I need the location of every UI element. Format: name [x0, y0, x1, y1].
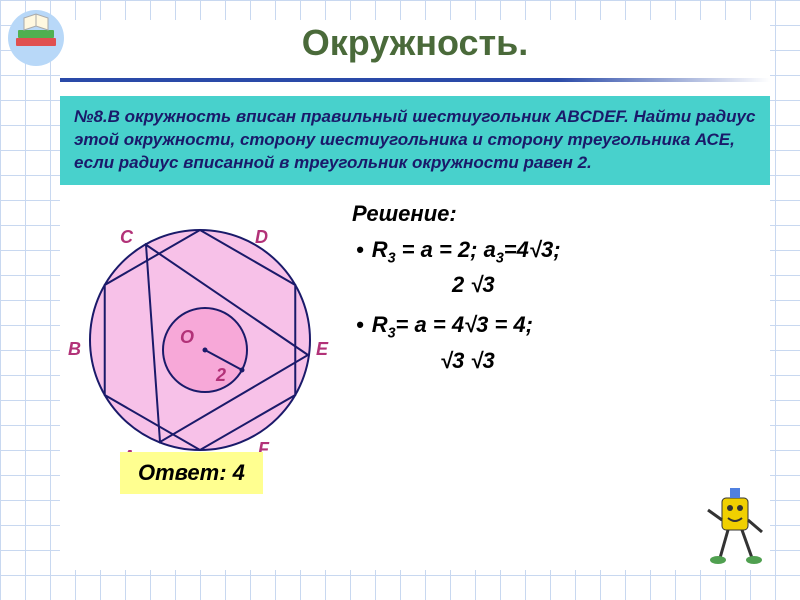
answer-box: Ответ: 4	[120, 452, 263, 494]
center-dot	[203, 347, 208, 352]
label-b: B	[68, 339, 81, 359]
solution-line-3: •R3= а = 4√3 = 4;	[352, 312, 770, 341]
diagram-column: C D B E A F О 2 Ответ: 4	[60, 195, 340, 500]
sub: 3	[388, 250, 396, 266]
sub: 3	[496, 250, 504, 266]
books-icon	[6, 8, 66, 68]
txt: R	[372, 237, 388, 262]
slide-content: Окружность. №8.В окружность вписан прави…	[60, 20, 770, 570]
label-r: 2	[215, 365, 226, 385]
txt: R	[372, 312, 388, 337]
label-e: E	[316, 339, 329, 359]
mascot-icon	[700, 480, 770, 570]
page-title: Окружность.	[60, 22, 770, 64]
label-c: C	[120, 227, 134, 247]
solution-line-4: √3 √3	[352, 348, 770, 374]
solution-heading: Решение:	[352, 201, 770, 227]
radius-end-dot	[240, 367, 245, 372]
solution-line-2: 2 √3	[352, 272, 770, 298]
sub: 3	[388, 326, 396, 342]
txt: = а = 2; а	[396, 237, 496, 262]
label-d: D	[255, 227, 268, 247]
solution-column: Решение: •R3 = а = 2; а3=4√3; 2 √3 •R3= …	[352, 195, 770, 500]
main-row: C D B E A F О 2 Ответ: 4 Решение: •R3 = …	[60, 195, 770, 500]
txt: = а = 4√3 = 4;	[396, 312, 533, 337]
title-underline	[60, 78, 770, 82]
geometry-diagram: C D B E A F О 2	[60, 195, 340, 495]
problem-statement: №8.В окружность вписан правильный шестиу…	[60, 96, 770, 185]
solution-line-1: •R3 = а = 2; а3=4√3;	[352, 237, 770, 266]
txt: =4√3;	[504, 237, 561, 262]
label-o: О	[180, 327, 194, 347]
